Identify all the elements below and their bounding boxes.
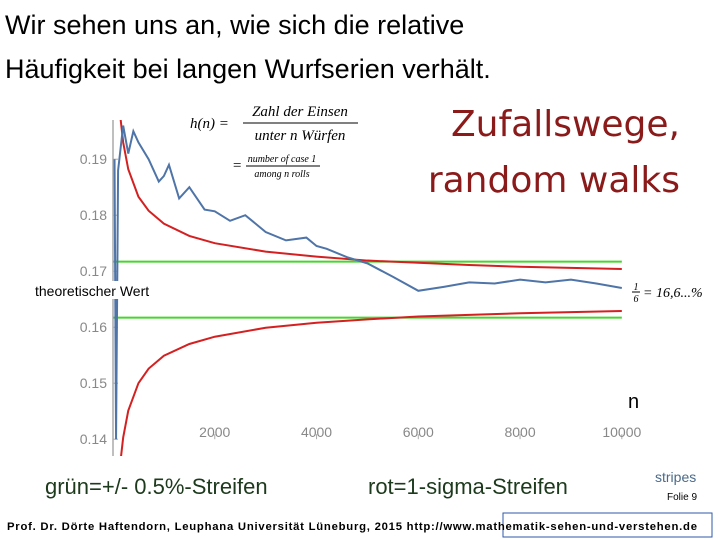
formula-denominator: unter n Würfen	[255, 128, 346, 144]
formula-numerator: Zahl der Einsen	[252, 104, 348, 120]
x-tick-label: 10000	[602, 424, 641, 440]
heading-line: Wir sehen uns an, wie sich die relative	[5, 10, 464, 40]
series-line	[120, 309, 622, 456]
heading-line: Häufigkeit bei langen Wurfserien verhält…	[5, 54, 491, 84]
topic: Zufallswege,	[451, 104, 680, 145]
slide-number: Folie 9	[667, 492, 697, 503]
x-axis-label: n	[628, 391, 639, 413]
caption: stripes	[655, 469, 696, 485]
formula-denominator: among n rolls	[254, 169, 309, 180]
value-numerator: 1	[634, 282, 639, 293]
formula-numerator: number of case 1	[248, 154, 317, 165]
formula: h(n) = Zahl der Einsen unter n Würfen = …	[190, 104, 358, 180]
x-tick-label: 8000	[504, 424, 535, 440]
x-tick-label: 4000	[301, 424, 332, 440]
topic: random walks	[428, 160, 680, 201]
formula-eq: =	[232, 158, 242, 174]
chart: 0.14 0.15 0.16 0.17 0.18 0.19 2000 4000 6000 8000…	[33, 120, 703, 456]
caption: rot=1-sigma-Streifen	[368, 474, 568, 499]
x-tick-label: 6000	[403, 424, 434, 440]
value-denominator: 6	[634, 294, 639, 305]
caption: grün=+/- 0.5%-Streifen	[45, 474, 268, 499]
value-text: = 16,6...%	[643, 286, 703, 301]
annotation: theoretischer Wert	[35, 283, 149, 299]
x-tick-label: 2000	[199, 424, 230, 440]
footer-box	[502, 512, 713, 538]
footer: Prof. Dr. Dörte Haftendorn, Leuphana Uni…	[7, 521, 697, 533]
series-line	[119, 120, 622, 270]
y-tick-label: 0.14	[80, 431, 107, 447]
series-line	[113, 125, 622, 440]
y-tick-label: 0.17	[80, 263, 107, 279]
y-tick-label: 0.15	[80, 375, 107, 391]
label-bg	[33, 281, 155, 299]
y-tick-label: 0.19	[80, 151, 107, 167]
formula-lhs: h(n) =	[190, 116, 229, 132]
y-tick-label: 0.16	[80, 319, 107, 335]
y-tick-label: 0.18	[80, 207, 107, 223]
